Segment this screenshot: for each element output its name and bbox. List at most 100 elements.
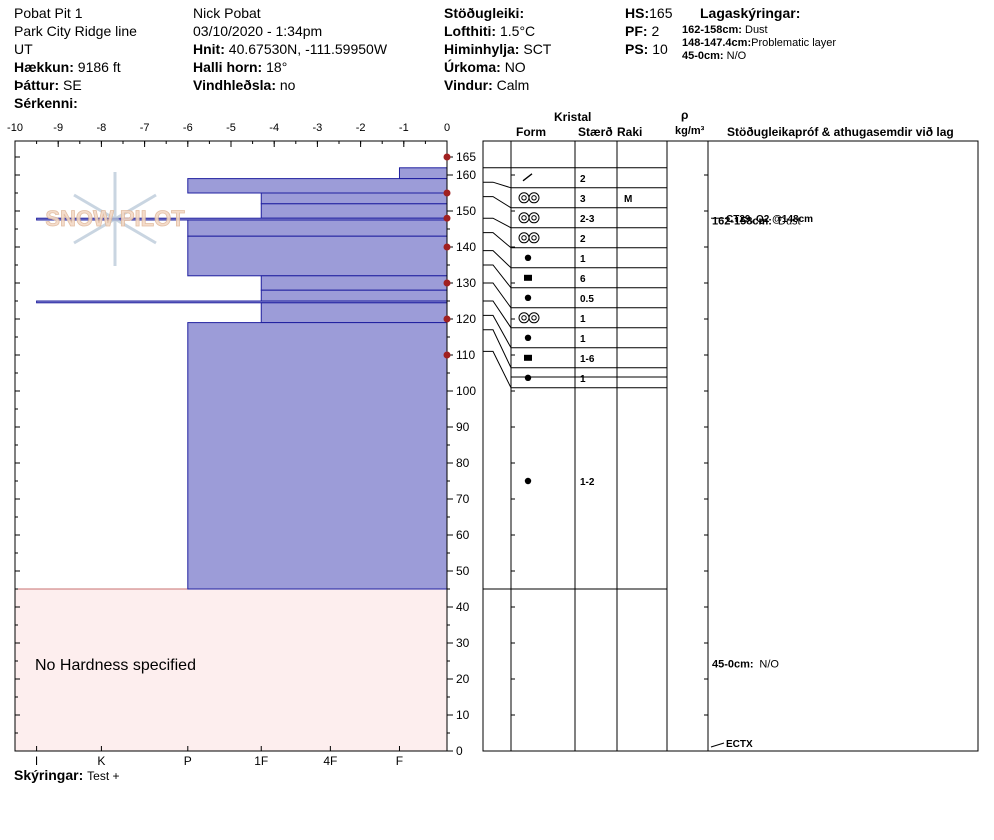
height-tick-label: 60 bbox=[456, 528, 470, 542]
layer-connector bbox=[483, 232, 512, 249]
footer-value: Test + bbox=[87, 769, 120, 783]
coords-label: Hnit: bbox=[193, 41, 225, 57]
aspect-value: SE bbox=[63, 77, 82, 93]
aspect-label: Þáttur: bbox=[14, 77, 60, 93]
grain-form-rounded-icon bbox=[518, 312, 540, 324]
pf-label: PF: bbox=[625, 23, 648, 39]
elevation: Hækkun: 9186 ft bbox=[14, 58, 121, 76]
height-tick-label: 140 bbox=[456, 240, 476, 254]
height-tick-label: 160 bbox=[456, 168, 476, 182]
observer: Nick Pobat bbox=[193, 5, 261, 21]
grain-size-label: 1 bbox=[580, 374, 586, 385]
hardness-bar bbox=[260, 289, 448, 302]
rounded-inner bbox=[521, 315, 527, 321]
datetime: 03/10/2020 - 1:34pm bbox=[193, 23, 323, 39]
layer-connector bbox=[483, 196, 512, 209]
grain-form-rounded-icon bbox=[518, 232, 540, 244]
sky-value: SCT bbox=[523, 41, 552, 57]
grain-form-square-icon bbox=[524, 354, 532, 361]
temp-tick-label: -4 bbox=[269, 122, 279, 134]
temp-tick-label: -7 bbox=[140, 122, 150, 134]
stability-arrow bbox=[710, 742, 725, 748]
height-tick-label: 20 bbox=[456, 672, 470, 686]
stability: Stöðugleiki: bbox=[444, 4, 524, 22]
state: UT bbox=[14, 41, 33, 57]
grain-size-label: 1-2 bbox=[580, 477, 595, 488]
rounded-inner bbox=[521, 195, 527, 201]
sky-cover: Himinhylja: SCT bbox=[444, 40, 551, 58]
precipitation: Úrkoma: NO bbox=[444, 58, 526, 76]
temperature-marker bbox=[443, 243, 451, 251]
layer-connector bbox=[483, 314, 512, 349]
height-tick-label: 130 bbox=[456, 276, 476, 290]
air-temp: Lofthiti: 1.5°C bbox=[444, 22, 535, 40]
wind: Vindur: Calm bbox=[444, 76, 529, 94]
kristal-header: Kristal bbox=[554, 110, 591, 124]
footer-label: Skýringar: bbox=[14, 767, 84, 783]
layer-note-text: Problematic layer bbox=[751, 37, 837, 49]
rounded-inner bbox=[521, 215, 527, 221]
slope-label: Halli horn: bbox=[193, 59, 263, 75]
wind-label: Vindur: bbox=[444, 77, 493, 93]
grain-size-label: 1 bbox=[580, 334, 586, 345]
hardness-bar bbox=[187, 219, 448, 237]
temperature-marker bbox=[443, 214, 451, 222]
height-tick-label: 80 bbox=[456, 456, 470, 470]
layer-comment-text: N/O bbox=[759, 658, 779, 670]
rho-header: ρ bbox=[681, 108, 688, 122]
grain-form-rounded-icon bbox=[518, 192, 540, 204]
wind-value: Calm bbox=[496, 77, 530, 93]
layer-comment-text: Dust bbox=[778, 216, 801, 228]
temp-tick-label: -3 bbox=[313, 122, 323, 134]
grain-size-label: 1 bbox=[580, 314, 586, 325]
grain-size-label: 1-6 bbox=[580, 354, 595, 365]
sky-label: Himinhylja: bbox=[444, 41, 520, 57]
wind-loading-value: no bbox=[279, 77, 296, 93]
precip-value: NO bbox=[504, 59, 526, 75]
temp-tick-label: -5 bbox=[226, 122, 236, 134]
rounded-outer bbox=[518, 232, 530, 244]
height-tick-label: 110 bbox=[456, 348, 475, 362]
hardness-bar bbox=[260, 302, 448, 324]
hardness-tick-label: P bbox=[184, 754, 192, 768]
layer-connector bbox=[483, 350, 512, 389]
hs-value: 165 bbox=[649, 5, 673, 21]
moisture-header: Raki bbox=[617, 125, 642, 139]
hardness-bar bbox=[187, 235, 448, 277]
layer-notes-title: Lagaskýringar: bbox=[700, 4, 800, 22]
layer-note-text: N/O bbox=[726, 50, 747, 62]
size-header: Stærð bbox=[578, 125, 613, 139]
layer-connector bbox=[483, 217, 512, 229]
footer-notes: Skýringar: Test + bbox=[14, 766, 120, 785]
rounded-outer bbox=[528, 212, 540, 224]
wind-loading-label: Vindhleðsla: bbox=[193, 77, 276, 93]
hardness-tick-label: K bbox=[97, 754, 105, 768]
grain-form-dot-icon bbox=[524, 294, 532, 301]
stability-label: Stöðugleiki: bbox=[444, 5, 525, 21]
stability-test-label: CT29, Q2 @148cm bbox=[726, 214, 813, 225]
rounded-outer bbox=[518, 212, 530, 224]
density-unit-header: kg/m³ bbox=[675, 125, 705, 137]
features: Sérkenni: bbox=[14, 94, 78, 112]
rounded-outer bbox=[528, 232, 540, 244]
height-tick-label: 50 bbox=[456, 564, 470, 578]
hardness-bar bbox=[260, 192, 448, 205]
grain-form-dot-icon bbox=[524, 374, 532, 381]
snowpilot-watermark: SNOW PILOT bbox=[45, 172, 186, 266]
height-tick-label: 150 bbox=[456, 204, 476, 218]
comments-header: Stöðugleikapróf & athugasemdir við lag bbox=[727, 125, 954, 139]
hardness-bar bbox=[187, 178, 448, 194]
hs: HS:165 bbox=[625, 4, 672, 22]
grain-size-label: 6 bbox=[580, 274, 586, 285]
stability-test-label: ECTX bbox=[726, 739, 753, 750]
rounded-outer bbox=[528, 312, 540, 324]
layer-note: 45-0cm: N/O bbox=[682, 50, 746, 63]
form-header: Form bbox=[516, 125, 546, 139]
temperature-marker bbox=[443, 279, 451, 287]
grain-form-rounded-icon bbox=[518, 212, 540, 224]
air-temp-value: 1.5°C bbox=[499, 23, 536, 39]
layer-connector bbox=[483, 300, 512, 329]
layer-comment-range: 45-0cm: bbox=[712, 658, 754, 670]
grain-form-dot-icon bbox=[524, 334, 532, 341]
